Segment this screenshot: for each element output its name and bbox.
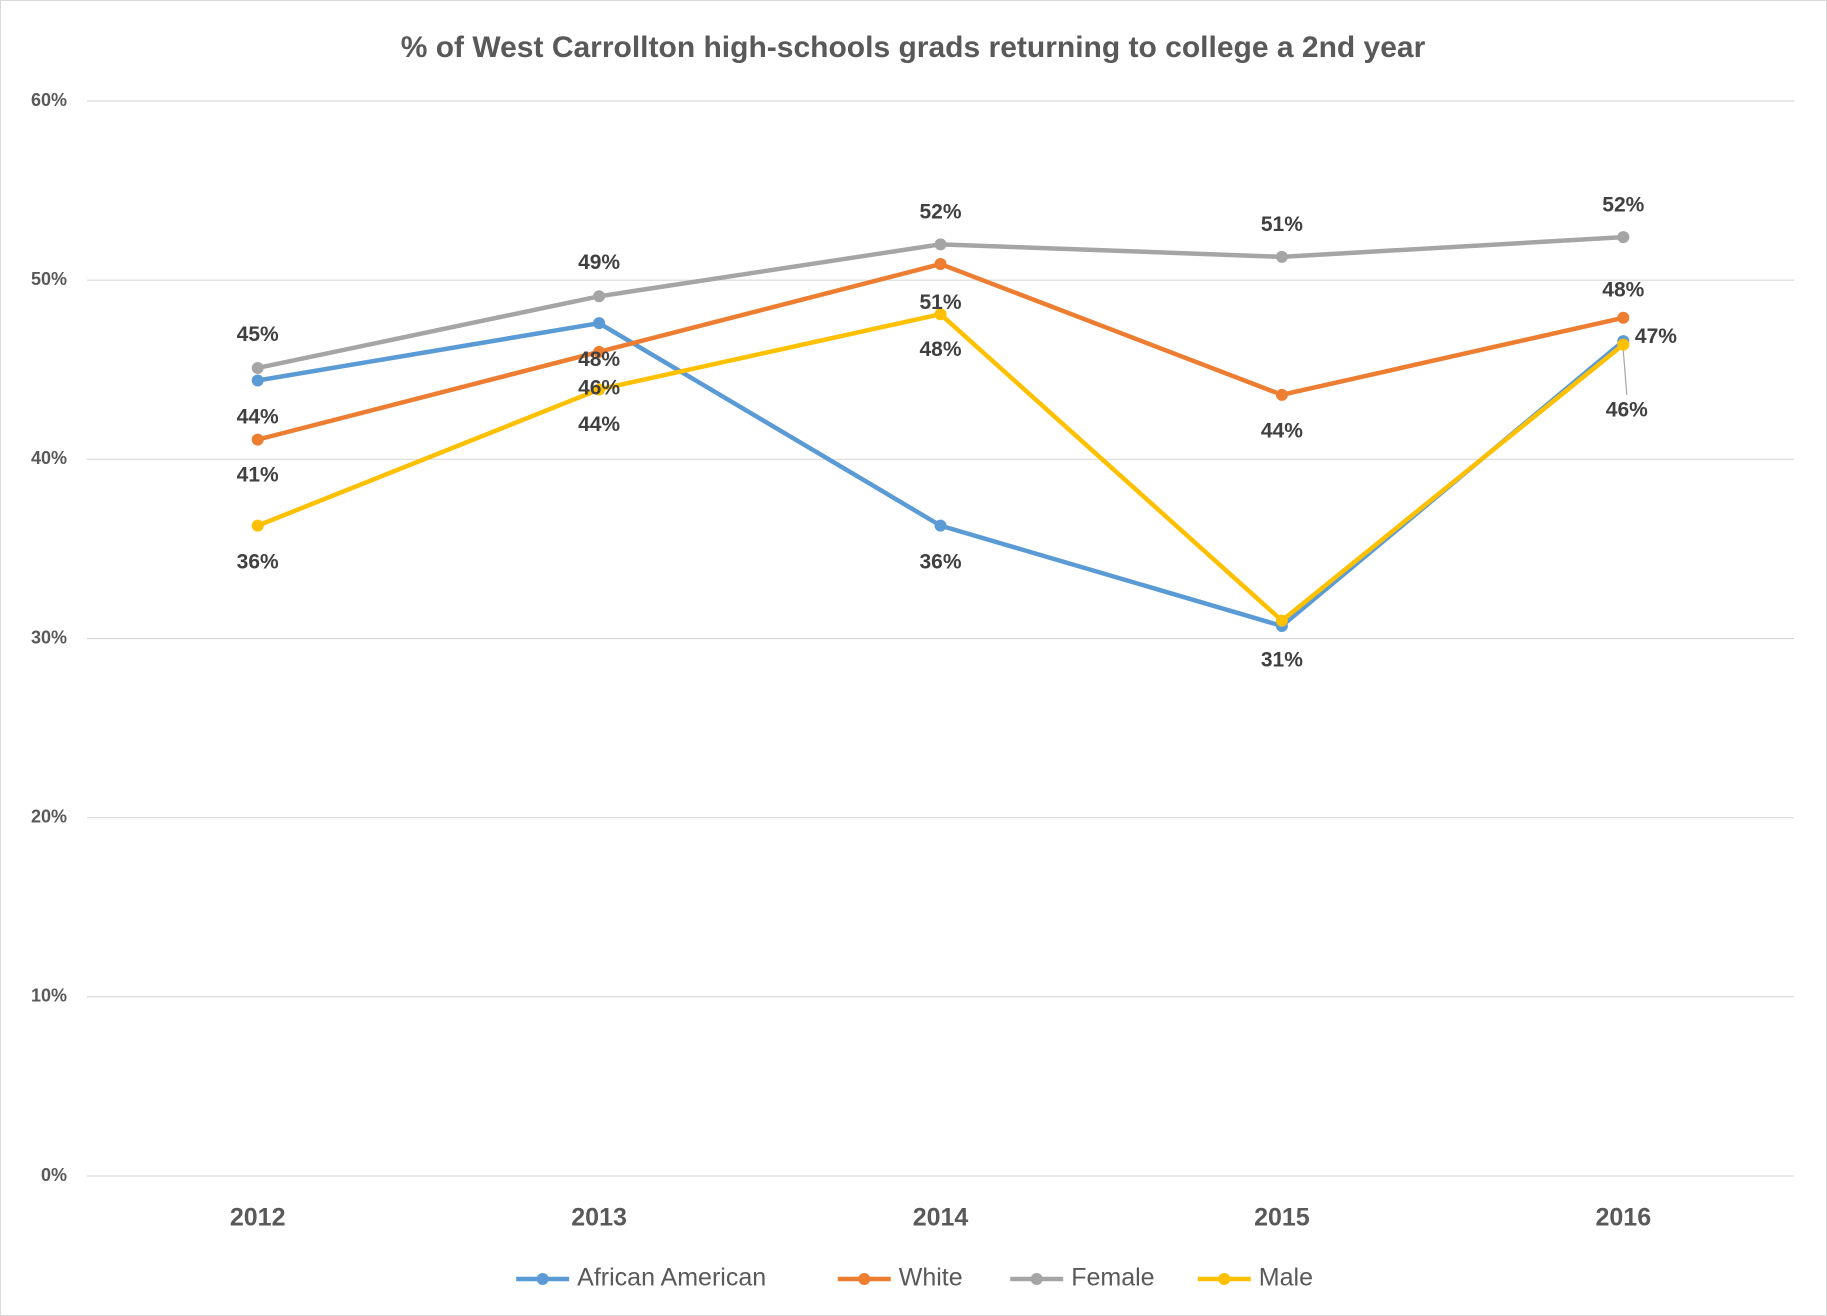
data-label: 48% bbox=[578, 348, 620, 371]
legend-marker bbox=[536, 1273, 549, 1285]
legend-label: White bbox=[899, 1264, 963, 1292]
legend-label: Male bbox=[1259, 1264, 1313, 1292]
data-point bbox=[251, 519, 264, 532]
y-tick-label: 30% bbox=[31, 627, 67, 647]
y-tick-label: 50% bbox=[31, 269, 67, 289]
x-tick-label: 2014 bbox=[913, 1204, 969, 1232]
chart-title: % of West Carrollton high-schools grads … bbox=[401, 31, 1426, 64]
data-label: 48% bbox=[919, 338, 961, 361]
x-tick-label: 2012 bbox=[230, 1204, 286, 1232]
data-point bbox=[934, 519, 947, 532]
data-point bbox=[593, 317, 606, 330]
data-point bbox=[1275, 614, 1288, 627]
data-label: 51% bbox=[1261, 213, 1303, 236]
leader-line bbox=[1622, 350, 1628, 395]
y-tick-label: 10% bbox=[31, 986, 67, 1006]
data-label: 52% bbox=[1602, 193, 1644, 216]
data-point bbox=[934, 258, 947, 271]
y-tick-label: 60% bbox=[31, 90, 67, 110]
data-label: 41% bbox=[237, 463, 279, 486]
data-label: 49% bbox=[578, 251, 620, 274]
data-label: 36% bbox=[237, 550, 279, 573]
data-point bbox=[1275, 250, 1288, 263]
data-point bbox=[1617, 231, 1630, 244]
legend-label: Female bbox=[1071, 1264, 1154, 1292]
data-label: 51% bbox=[919, 291, 961, 314]
data-label: 46% bbox=[578, 377, 620, 400]
data-label: 44% bbox=[1261, 420, 1303, 443]
data-point bbox=[593, 383, 606, 396]
data-point bbox=[593, 345, 606, 358]
legend-label: African American bbox=[577, 1264, 766, 1292]
data-point bbox=[934, 238, 947, 251]
x-tick-label: 2013 bbox=[571, 1204, 627, 1232]
data-label: 45% bbox=[237, 323, 279, 346]
data-label: 44% bbox=[578, 413, 620, 436]
x-tick-label: 2015 bbox=[1254, 1204, 1310, 1232]
data-point bbox=[934, 308, 947, 321]
y-tick-label: 0% bbox=[41, 1165, 67, 1185]
data-label: 31% bbox=[1261, 648, 1303, 671]
legend-marker bbox=[858, 1273, 871, 1285]
data-label: 36% bbox=[919, 550, 961, 573]
data-label: 46% bbox=[1606, 399, 1648, 422]
y-tick-label: 20% bbox=[31, 806, 67, 826]
x-tick-label: 2016 bbox=[1595, 1204, 1651, 1232]
y-tick-label: 40% bbox=[31, 448, 67, 468]
data-point bbox=[251, 374, 264, 387]
data-label: 52% bbox=[919, 200, 961, 223]
data-point bbox=[251, 361, 264, 374]
data-label: 47% bbox=[1635, 325, 1677, 348]
data-point bbox=[1617, 338, 1630, 351]
data-point bbox=[1275, 388, 1288, 401]
data-point bbox=[1617, 311, 1630, 324]
legend-marker bbox=[1030, 1273, 1043, 1285]
data-label: 44% bbox=[237, 405, 279, 428]
data-point bbox=[593, 290, 606, 303]
data-label: 48% bbox=[1602, 279, 1644, 302]
legend-marker bbox=[1218, 1273, 1231, 1285]
data-point bbox=[251, 433, 264, 446]
